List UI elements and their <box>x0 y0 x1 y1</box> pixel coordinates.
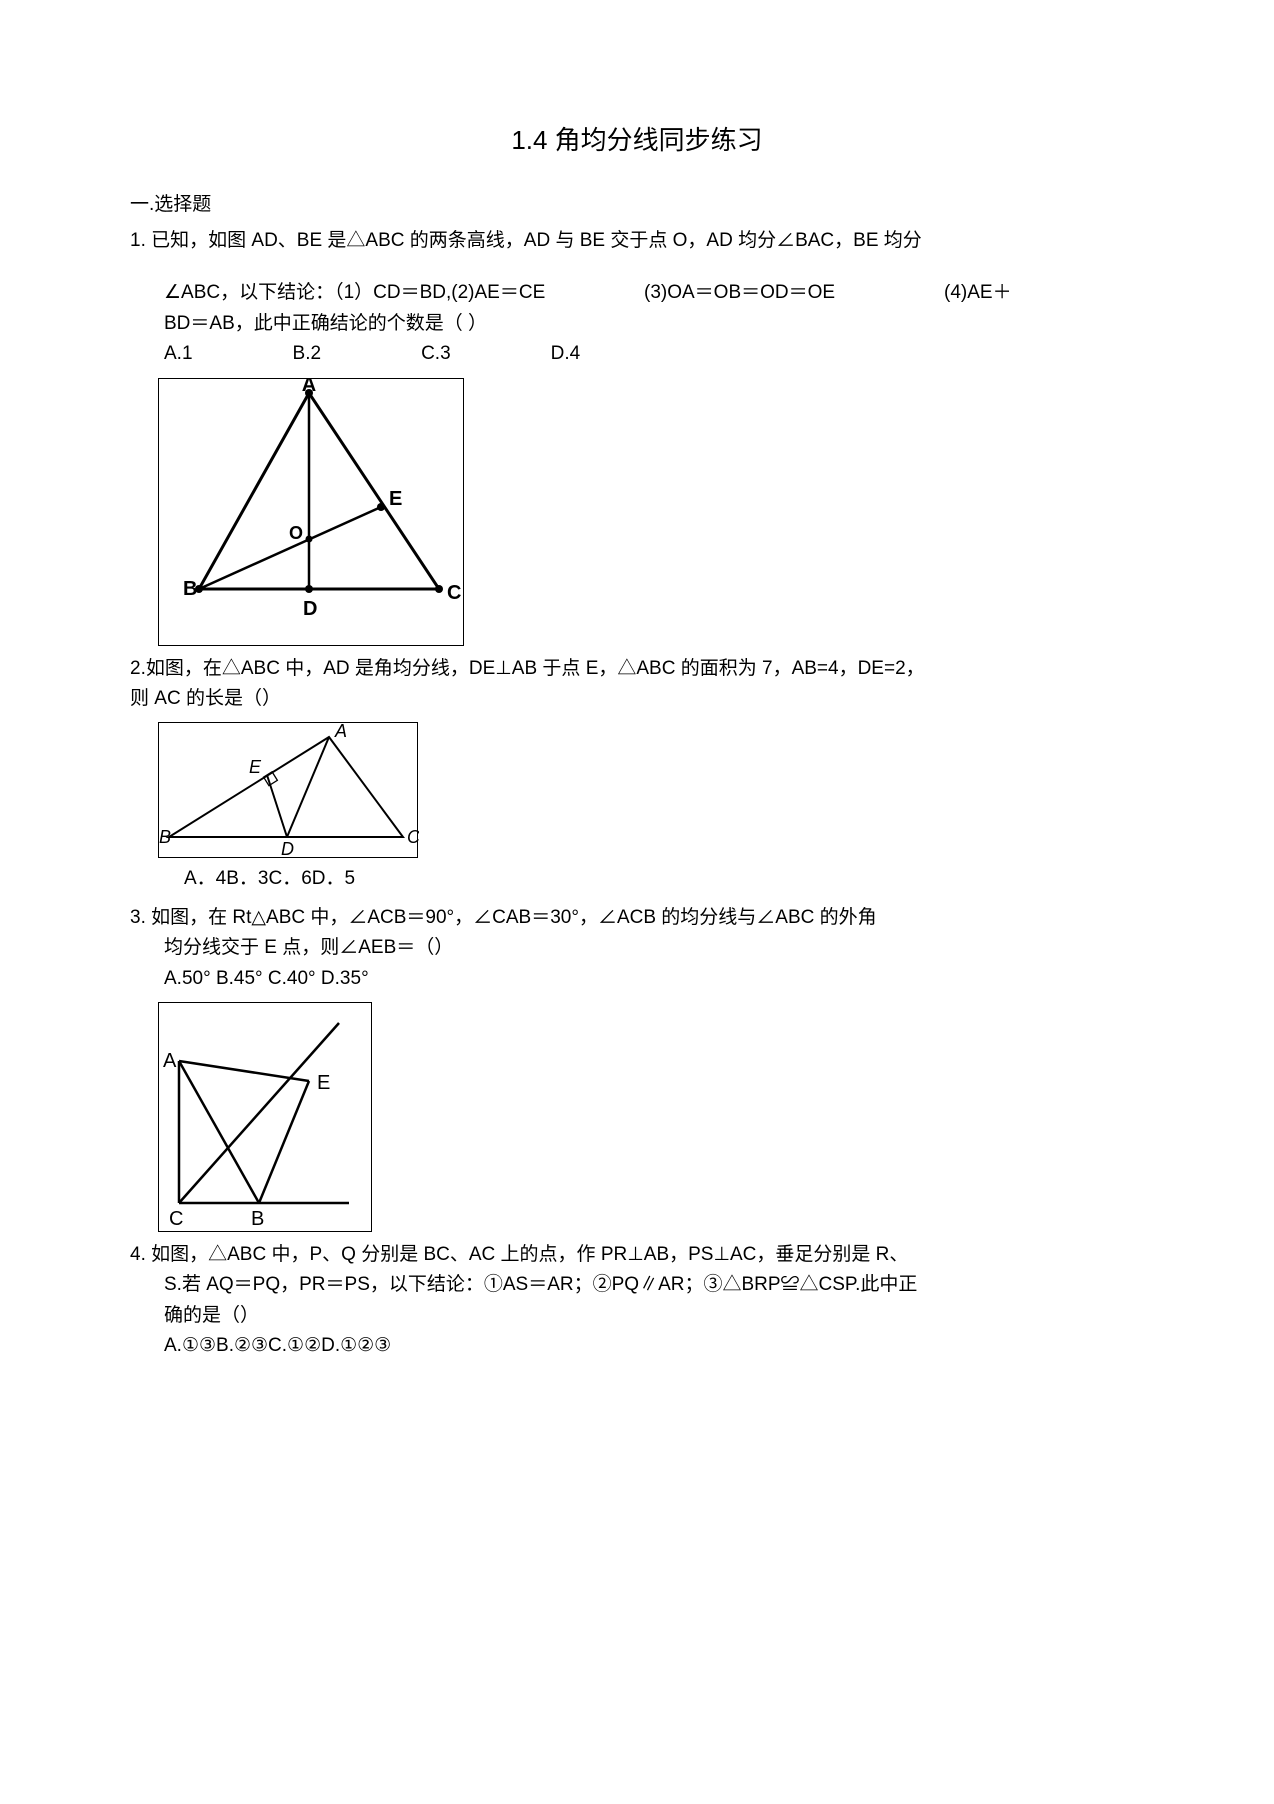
q4-line3: 确的是（） <box>130 1301 1144 1331</box>
q1-altitude-be <box>199 507 381 589</box>
q1-conclusion-3: (3)OA＝OB＝OD＝OE <box>644 278 944 308</box>
q3-label-a: A <box>163 1050 177 1072</box>
q1-conclusion-4a: (4)AE＋ <box>944 278 1012 308</box>
q1-choice-c: C.3 <box>421 339 451 369</box>
q3-seg-be <box>259 1081 309 1203</box>
question-2: 2.如图，在△ABC 中，AD 是角均分线，DE⊥AB 于点 E，△ABC 的面… <box>130 654 1144 895</box>
q3-figure: A C B E <box>158 1002 372 1232</box>
q3-label-c: C <box>169 1208 183 1230</box>
question-3: 3. 如图，在 Rt△ABC 中，∠ACB＝90°，∠CAB＝30°，∠ACB … <box>130 903 1144 1232</box>
q1-label-e: E <box>389 488 402 510</box>
section-heading: 一.选择题 <box>130 190 1144 220</box>
q1-label-b: B <box>183 578 197 600</box>
q2-line1: 2.如图，在△ABC 中，AD 是角均分线，DE⊥AB 于点 E，△ABC 的面… <box>130 654 1144 684</box>
q1-choice-d: D.4 <box>551 339 581 369</box>
q2-label-b: B <box>159 827 171 847</box>
q2-label-a: A <box>334 723 347 741</box>
q2-label-c: C <box>407 827 419 847</box>
q1-line2: ∠ABC，以下结论：（1）CD＝BD,(2)AE＝CE (3)OA＝OB＝OD＝… <box>130 278 1144 308</box>
q3-label-b: B <box>251 1208 264 1230</box>
q3-line2: 均分线交于 E 点，则∠AEB＝（） <box>130 933 1144 963</box>
q2-choices: A．4B．3C．6D．5 <box>130 864 1144 894</box>
q4-line2: S.若 AQ＝PQ，PR＝PS，以下结论：①AS＝AR；②PQ∥AR；③△BRP… <box>130 1270 1144 1300</box>
q3-choices: A.50° B.45° C.40° D.35° <box>130 964 1144 994</box>
q1-label-d: D <box>303 598 317 620</box>
q1-choices: A.1 B.2 C.3 D.4 <box>130 339 1144 369</box>
question-4: 4. 如图，△ABC 中，P、Q 分别是 BC、AC 上的点，作 PR⊥AB，P… <box>130 1240 1144 1362</box>
q4-line1: 4. 如图，△ABC 中，P、Q 分别是 BC、AC 上的点，作 PR⊥AB，P… <box>130 1240 1144 1270</box>
question-1: 1. 已知，如图 AD、BE 是△ABC 的两条高线，AD 与 BE 交于点 O… <box>130 226 1144 646</box>
q3-label-e: E <box>317 1072 330 1094</box>
q1-line1: 1. 已知，如图 AD、BE 是△ABC 的两条高线，AD 与 BE 交于点 O… <box>130 226 1144 256</box>
q3-seg-ce <box>179 1023 339 1203</box>
q1-label-o: O <box>289 523 303 543</box>
q2-segment-ad <box>287 737 329 837</box>
doc-title: 1.4 角均分线同步练习 <box>130 120 1144 162</box>
q2-figure: A B C D E <box>158 722 418 858</box>
q3-seg-ab <box>179 1061 259 1203</box>
q1-label-c: C <box>447 582 461 604</box>
q1-line3: BD＝AB，此中正确结论的个数是（ ） <box>130 309 1144 339</box>
q1-figure: A B C D E O <box>158 378 464 646</box>
q2-label-e: E <box>249 757 262 777</box>
q1-choice-a: A.1 <box>164 339 193 369</box>
q2-label-d: D <box>281 839 294 859</box>
q1-triangle-abc <box>199 393 439 589</box>
q1-label-a: A <box>302 379 316 396</box>
q2-line2: 则 AC 的长是（） <box>130 684 1144 714</box>
q1-choice-b: B.2 <box>293 339 322 369</box>
q4-choices: A.①③B.②③C.①②D.①②③ <box>130 1331 1144 1361</box>
q1-conclusion-1-2: ∠ABC，以下结论：（1）CD＝BD,(2)AE＝CE <box>164 278 644 308</box>
q2-triangle-abc <box>169 737 403 837</box>
q3-line1: 3. 如图，在 Rt△ABC 中，∠ACB＝90°，∠CAB＝30°，∠ACB … <box>130 903 1144 933</box>
